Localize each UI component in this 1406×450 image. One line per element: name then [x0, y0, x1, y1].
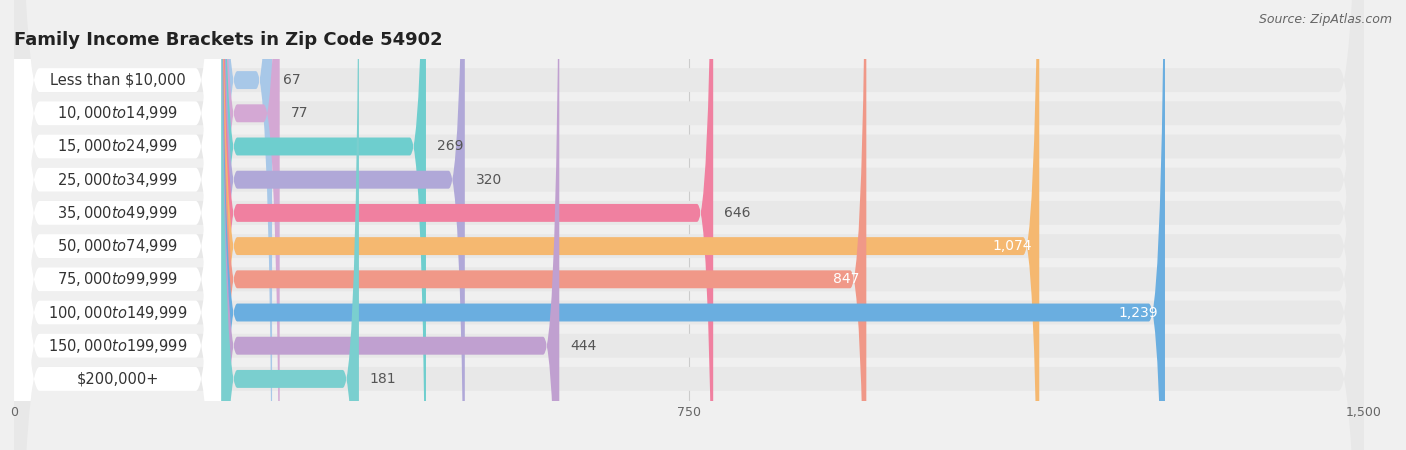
- FancyBboxPatch shape: [14, 0, 221, 450]
- Text: $35,000 to $49,999: $35,000 to $49,999: [58, 204, 179, 222]
- FancyBboxPatch shape: [14, 0, 1364, 450]
- Text: 444: 444: [569, 339, 596, 353]
- Text: 320: 320: [475, 173, 502, 187]
- Text: 646: 646: [724, 206, 751, 220]
- FancyBboxPatch shape: [221, 0, 866, 450]
- Text: $10,000 to $14,999: $10,000 to $14,999: [58, 104, 179, 122]
- FancyBboxPatch shape: [14, 0, 1364, 450]
- FancyBboxPatch shape: [14, 0, 1364, 450]
- Text: 1,074: 1,074: [993, 239, 1032, 253]
- FancyBboxPatch shape: [14, 0, 221, 450]
- FancyBboxPatch shape: [221, 0, 273, 450]
- FancyBboxPatch shape: [14, 0, 1364, 450]
- Text: Source: ZipAtlas.com: Source: ZipAtlas.com: [1258, 14, 1392, 27]
- Text: $25,000 to $34,999: $25,000 to $34,999: [58, 171, 179, 189]
- FancyBboxPatch shape: [14, 0, 221, 450]
- FancyBboxPatch shape: [14, 0, 1364, 450]
- FancyBboxPatch shape: [14, 0, 1364, 450]
- FancyBboxPatch shape: [221, 0, 426, 450]
- FancyBboxPatch shape: [14, 0, 1364, 450]
- Text: $100,000 to $149,999: $100,000 to $149,999: [48, 303, 187, 321]
- FancyBboxPatch shape: [14, 0, 221, 450]
- FancyBboxPatch shape: [14, 0, 1364, 450]
- FancyBboxPatch shape: [221, 0, 280, 450]
- FancyBboxPatch shape: [221, 0, 560, 450]
- Text: 67: 67: [283, 73, 301, 87]
- Text: 847: 847: [832, 272, 859, 286]
- FancyBboxPatch shape: [14, 0, 221, 450]
- FancyBboxPatch shape: [14, 0, 221, 450]
- FancyBboxPatch shape: [221, 0, 359, 450]
- FancyBboxPatch shape: [221, 0, 1039, 450]
- FancyBboxPatch shape: [14, 0, 221, 450]
- Text: Less than $10,000: Less than $10,000: [49, 72, 186, 88]
- FancyBboxPatch shape: [221, 0, 713, 450]
- Text: $50,000 to $74,999: $50,000 to $74,999: [58, 237, 179, 255]
- FancyBboxPatch shape: [14, 0, 221, 450]
- Text: Family Income Brackets in Zip Code 54902: Family Income Brackets in Zip Code 54902: [14, 31, 443, 49]
- FancyBboxPatch shape: [221, 0, 1166, 450]
- Text: $200,000+: $200,000+: [76, 371, 159, 387]
- Text: 181: 181: [370, 372, 396, 386]
- Text: 77: 77: [291, 106, 308, 120]
- Text: $75,000 to $99,999: $75,000 to $99,999: [58, 270, 179, 288]
- FancyBboxPatch shape: [14, 0, 221, 450]
- FancyBboxPatch shape: [14, 0, 1364, 450]
- FancyBboxPatch shape: [221, 0, 465, 450]
- Text: 269: 269: [437, 140, 463, 153]
- FancyBboxPatch shape: [14, 0, 221, 450]
- Text: $15,000 to $24,999: $15,000 to $24,999: [58, 138, 179, 156]
- Text: 1,239: 1,239: [1118, 306, 1157, 320]
- Text: $150,000 to $199,999: $150,000 to $199,999: [48, 337, 187, 355]
- FancyBboxPatch shape: [14, 0, 1364, 450]
